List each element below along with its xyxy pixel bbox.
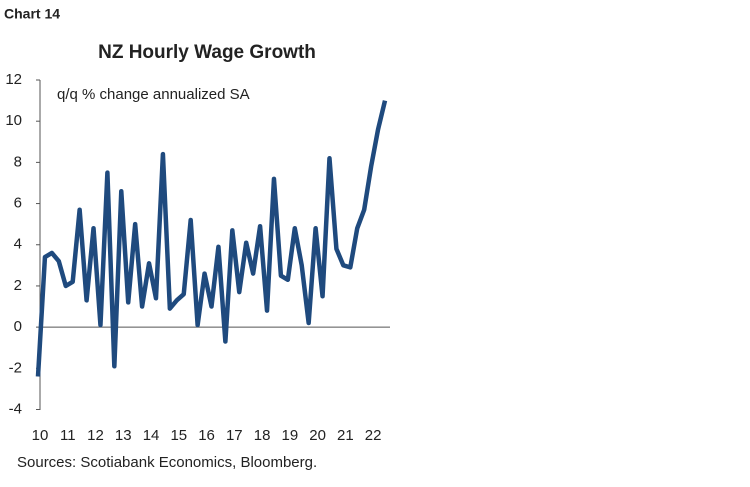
x-tick-label: 15 xyxy=(170,427,187,444)
x-tick-label: 10 xyxy=(32,427,49,444)
x-tick-label: 13 xyxy=(115,427,132,444)
x-tick-label: 21 xyxy=(337,427,354,444)
x-tick-label: 17 xyxy=(226,427,243,444)
x-tick-label: 22 xyxy=(365,427,382,444)
source: Sources: Scotiabank Economics, Bloomberg… xyxy=(17,454,317,471)
chart-label: Chart 14 xyxy=(4,6,60,22)
y-tick-label: 8 xyxy=(14,153,22,170)
y-tick-label: 2 xyxy=(14,277,22,294)
annotation: q/q % change annualized SA xyxy=(57,86,250,103)
x-tick-label: 11 xyxy=(60,427,76,444)
x-tick-label: 20 xyxy=(309,427,326,444)
y-tick-label: 6 xyxy=(14,195,22,212)
y-tick-label: 12 xyxy=(5,71,22,88)
x-tick-label: 16 xyxy=(198,427,215,444)
data-line xyxy=(35,100,388,377)
x-tick-label: 14 xyxy=(143,427,160,444)
x-tick-label: 19 xyxy=(281,427,298,444)
y-tick-label: 4 xyxy=(14,236,22,253)
y-tick-label: 0 xyxy=(14,318,22,335)
y-tick-label: 10 xyxy=(5,112,22,129)
y-tick-label: -4 xyxy=(9,400,22,417)
y-tick-label: -2 xyxy=(9,359,22,376)
x-tick-label: 12 xyxy=(87,427,104,444)
x-tick-label: 18 xyxy=(254,427,271,444)
chart-title: NZ Hourly Wage Growth xyxy=(98,42,316,63)
